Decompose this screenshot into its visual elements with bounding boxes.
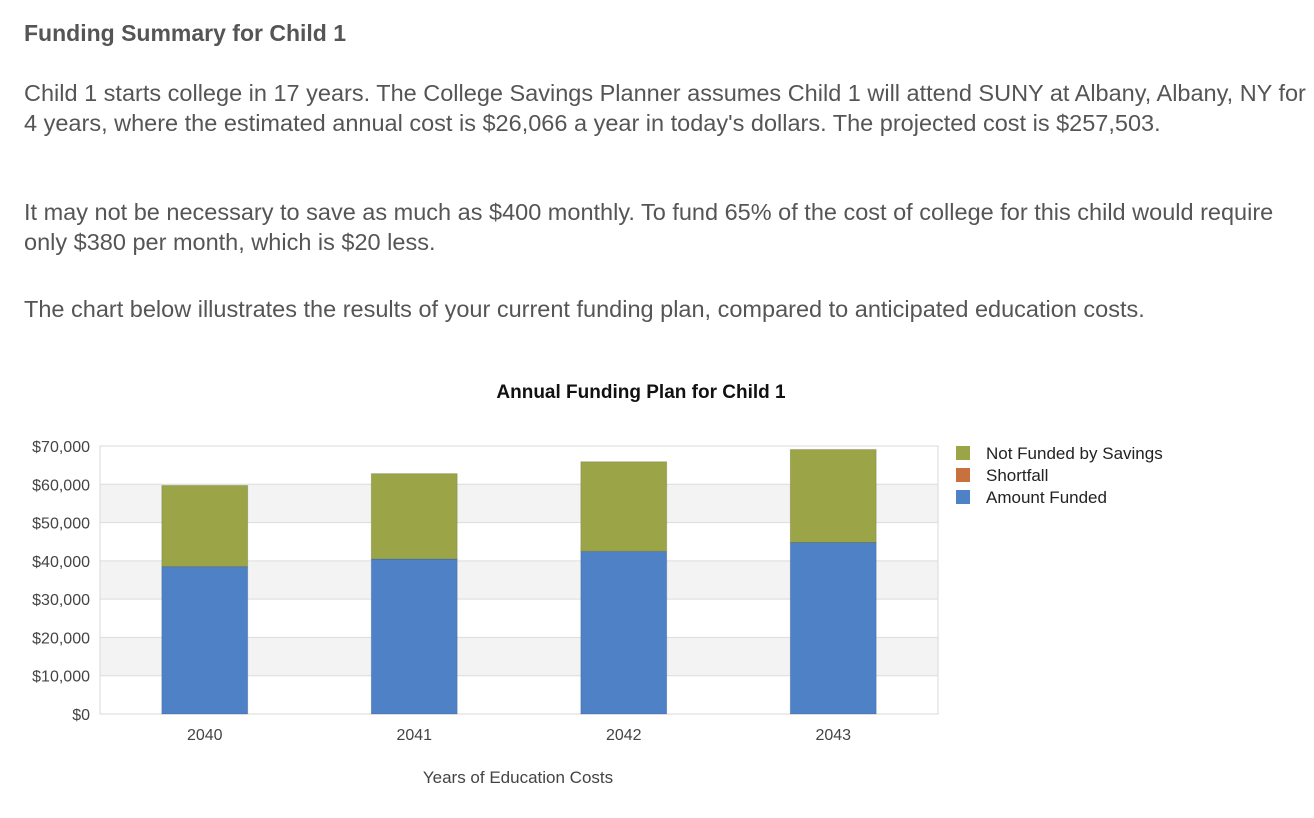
- legend-label: Not Funded by Savings: [986, 444, 1163, 463]
- bar-amount-funded-2040[interactable]: [161, 566, 249, 715]
- y-tick-label: $0: [72, 707, 90, 724]
- y-tick-label: $30,000: [32, 592, 90, 609]
- summary-title: Funding Summary for Child 1: [24, 20, 347, 46]
- x-tick-label: 2040: [187, 727, 223, 744]
- x-tick-label: 2043: [815, 727, 851, 744]
- chart-legend: Not Funded by Savings Shortfall Amount Fun…: [956, 444, 1163, 507]
- x-tick-label: 2042: [606, 727, 642, 744]
- chart-title: Annual Funding Plan for Child 1: [496, 382, 786, 403]
- summary-paragraph-chart-intro: The chart below illustrates the results …: [24, 296, 1145, 322]
- legend-label: Shortfall: [986, 466, 1048, 485]
- bar-amount-funded-2043[interactable]: [789, 541, 877, 715]
- bar-not-funded-by-savings-2040[interactable]: [161, 484, 249, 568]
- y-tick-label: $10,000: [32, 669, 90, 686]
- y-tick-label: $60,000: [32, 477, 90, 494]
- legend-swatch-not-funded-by-savings: [956, 446, 970, 460]
- legend-swatch-amount-funded: [956, 490, 970, 504]
- summary-paragraph-college-start: Child 1 starts college in 17 years. The …: [24, 80, 1306, 136]
- y-tick-label: $40,000: [32, 554, 90, 571]
- y-tick-label: $20,000: [32, 630, 90, 647]
- summary-paragraph-savings-advice: It may not be necessary to save as much …: [24, 199, 1274, 255]
- annual-funding-chart: Annual Funding Plan for Child 1 $0 $10,00…: [32, 382, 1163, 787]
- y-tick-label: $50,000: [32, 516, 90, 533]
- x-axis-title: Years of Education Costs: [423, 768, 613, 787]
- y-tick-label: $70,000: [32, 439, 90, 456]
- x-tick-label: 2041: [396, 727, 432, 744]
- y-axis: $0 $10,000 $20,000 $30,000 $40,000 $50,000 $60…: [32, 439, 90, 724]
- bar-amount-funded-2042[interactable]: [580, 550, 668, 715]
- x-axis: 2040 2041 2042 2043: [187, 727, 851, 744]
- plot-border: [99, 445, 939, 715]
- bar-not-funded-by-savings-2041[interactable]: [370, 473, 458, 560]
- bar-series: [161, 448, 877, 715]
- bar-amount-funded-2041[interactable]: [370, 558, 458, 715]
- bar-not-funded-by-savings-2042[interactable]: [580, 461, 668, 552]
- legend-swatch-shortfall: [956, 468, 970, 482]
- bar-not-funded-by-savings-2043[interactable]: [789, 448, 877, 543]
- legend-label: Amount Funded: [986, 488, 1107, 507]
